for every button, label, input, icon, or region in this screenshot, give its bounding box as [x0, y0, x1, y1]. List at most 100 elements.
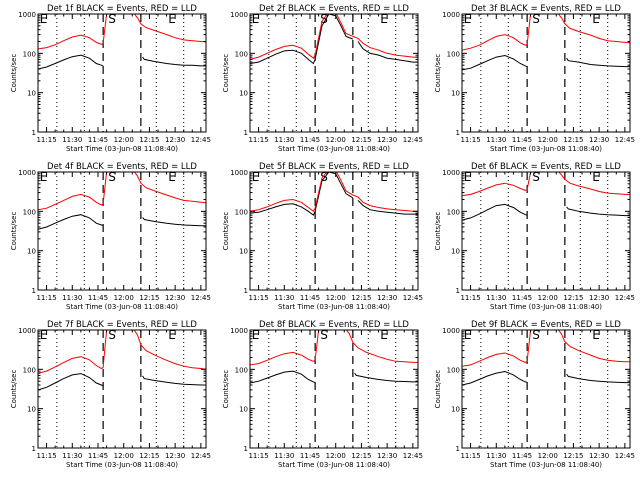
series-line-events: [38, 214, 206, 230]
y-tick-label: 100: [235, 208, 248, 216]
corner-marker-E: E: [464, 328, 472, 342]
panel-frame: [249, 171, 419, 291]
corner-marker-E: E: [40, 328, 48, 342]
y-tick-label: 100: [447, 208, 460, 216]
x-tick-label: 11:15: [36, 294, 56, 302]
x-tick-label: 12:15: [351, 452, 371, 460]
y-tick-label: 100: [447, 366, 460, 374]
y-tick-label: 100: [447, 50, 460, 58]
x-tick-label: 11:30: [486, 294, 506, 302]
x-tick-label: 11:15: [36, 452, 56, 460]
x-tick-label: 12:30: [377, 136, 397, 144]
corner-marker-E: E: [40, 12, 48, 26]
panel-frame: [461, 13, 631, 133]
series-line-lld: [462, 14, 630, 51]
x-tick-label: 11:15: [460, 294, 480, 302]
x-tick-label: 12:45: [615, 452, 635, 460]
x-tick-label: 12:15: [139, 294, 159, 302]
y-tick-label: 10: [27, 248, 36, 256]
panel-title: Det 9f BLACK = Events, RED = LLD: [471, 320, 621, 330]
y-tick-label: 1000: [442, 327, 460, 335]
corner-marker-E: E: [380, 12, 388, 26]
x-tick-label: 12:15: [351, 294, 371, 302]
corner-marker-E: E: [40, 170, 48, 184]
x-tick-label: 11:45: [512, 294, 532, 302]
corner-marker-E: E: [252, 328, 260, 342]
y-tick-label: 1: [456, 445, 460, 453]
x-tick-label: 12:00: [114, 452, 134, 460]
y-tick-label: 1: [244, 129, 248, 137]
y-tick-label: 1: [456, 287, 460, 295]
y-axis-label: Counts/sec: [434, 54, 442, 93]
x-tick-label: 12:00: [114, 294, 134, 302]
y-tick-label: 10: [27, 90, 36, 98]
y-axis-label: Counts/sec: [222, 212, 230, 251]
y-tick-label: 100: [23, 50, 36, 58]
corner-marker-S: S: [108, 12, 116, 26]
x-tick-label: 12:00: [114, 136, 134, 144]
x-tick-label: 11:45: [88, 452, 108, 460]
y-tick-label: 1000: [230, 11, 248, 19]
x-tick-label: 12:00: [538, 294, 558, 302]
y-tick-label: 10: [451, 406, 460, 414]
y-axis-label: Counts/sec: [222, 54, 230, 93]
panel-frame: [249, 329, 419, 449]
panel-title: Det 8f BLACK = Events, RED = LLD: [259, 320, 409, 330]
corner-marker-E: E: [380, 328, 388, 342]
corner-marker-E: E: [464, 170, 472, 184]
y-tick-label: 100: [23, 366, 36, 374]
corner-marker-S: S: [320, 170, 328, 184]
x-tick-label: 12:45: [615, 136, 635, 144]
x-tick-label: 11:45: [300, 136, 320, 144]
panel-frame: [461, 171, 631, 291]
corner-marker-S: S: [320, 328, 328, 342]
x-tick-label: 12:15: [139, 452, 159, 460]
y-tick-label: 100: [235, 50, 248, 58]
panel-title: Det 3f BLACK = Events, RED = LLD: [471, 4, 621, 14]
y-tick-label: 1000: [18, 327, 36, 335]
y-tick-label: 1: [244, 287, 248, 295]
corner-marker-E: E: [592, 170, 600, 184]
series-line-lld: [38, 172, 206, 211]
x-tick-label: 11:45: [512, 452, 532, 460]
x-tick-label: 12:30: [165, 294, 185, 302]
x-tick-label: 11:45: [88, 136, 108, 144]
y-axis-label: Counts/sec: [222, 370, 230, 409]
x-tick-label: 11:30: [274, 294, 294, 302]
x-tick-label: 11:30: [62, 294, 82, 302]
series-line-events: [462, 54, 630, 71]
x-tick-label: 12:30: [589, 452, 609, 460]
x-axis-label: Start Time (03-Jun-08 11:08:40): [66, 461, 178, 469]
corner-marker-S: S: [108, 170, 116, 184]
x-tick-label: 11:15: [36, 136, 56, 144]
x-tick-label: 12:00: [538, 452, 558, 460]
series-line-lld: [38, 330, 206, 374]
y-tick-label: 1000: [18, 11, 36, 19]
x-tick-label: 12:45: [615, 294, 635, 302]
panel-frame: [249, 13, 419, 133]
x-tick-label: 12:30: [589, 136, 609, 144]
panel-title: Det 7f BLACK = Events, RED = LLD: [47, 320, 197, 330]
x-tick-label: 11:45: [300, 294, 320, 302]
x-tick-label: 11:15: [460, 452, 480, 460]
x-tick-label: 12:30: [377, 452, 397, 460]
corner-marker-S: S: [532, 12, 540, 26]
x-tick-label: 11:15: [248, 136, 268, 144]
x-tick-label: 12:15: [563, 452, 583, 460]
x-tick-label: 12:15: [351, 136, 371, 144]
corner-marker-S: S: [532, 170, 540, 184]
panel-title: Det 6f BLACK = Events, RED = LLD: [471, 162, 621, 172]
y-tick-label: 1000: [18, 169, 36, 177]
x-axis-label: Start Time (03-Jun-08 11:08:40): [66, 303, 178, 311]
x-tick-label: 12:00: [326, 452, 346, 460]
y-tick-label: 10: [27, 406, 36, 414]
y-axis-label: Counts/sec: [10, 370, 18, 409]
y-tick-label: 1: [32, 287, 36, 295]
panel-frame: [37, 329, 207, 449]
y-tick-label: 1: [244, 445, 248, 453]
